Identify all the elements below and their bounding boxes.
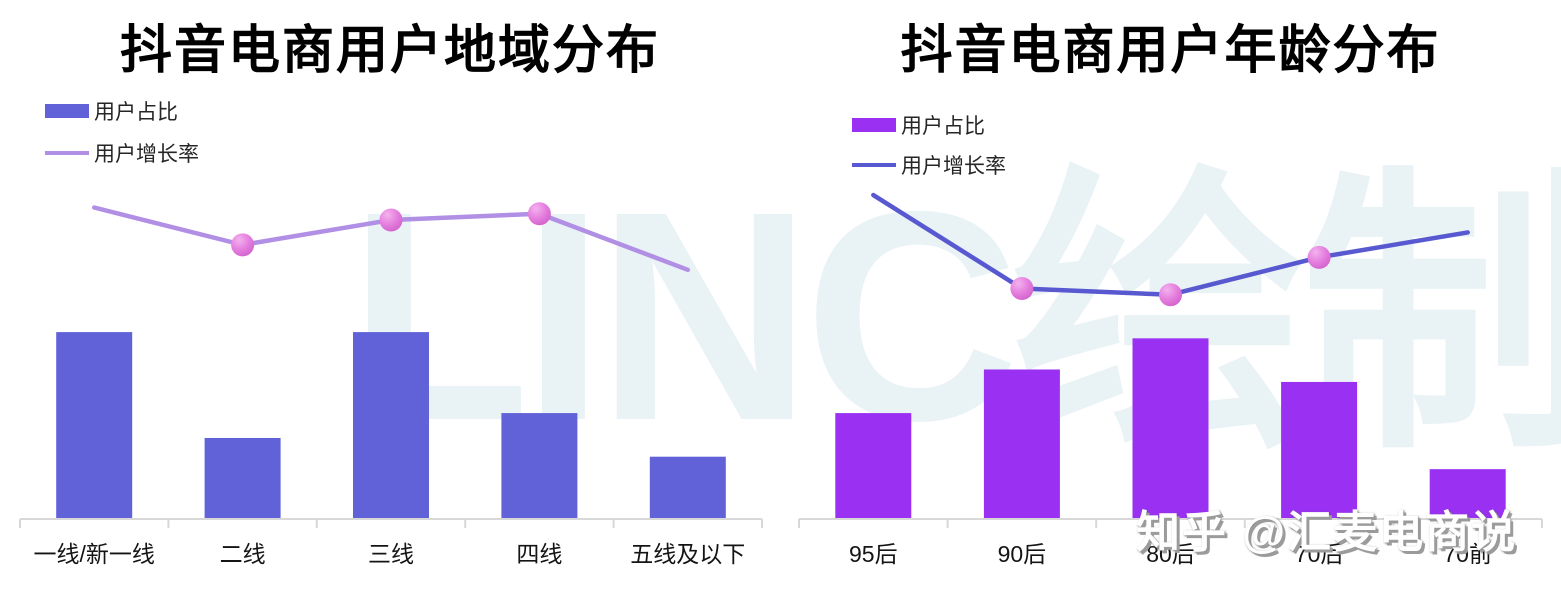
line-marker	[527, 202, 551, 226]
line-series-swatch	[45, 151, 89, 155]
line-series-swatch	[852, 163, 896, 167]
line-marker	[1307, 245, 1331, 269]
bar	[204, 438, 281, 519]
left-legend-bar-row: 用户占比	[45, 99, 178, 124]
legend-label: 用户占比	[94, 101, 178, 124]
right-legend-line-row: 用户增长率	[852, 153, 1006, 178]
x-axis-label: 70前	[1443, 541, 1492, 567]
line-marker	[379, 208, 403, 232]
left-legend-line-row: 用户增长率	[45, 141, 199, 166]
bar-series-swatch	[45, 104, 89, 118]
watermark-zhihu: 知乎 @汇麦电商说	[1136, 508, 1518, 557]
x-axis-label: 五线及以下	[630, 541, 746, 567]
bar	[835, 413, 912, 519]
legend-label: 用户占比	[901, 115, 985, 138]
bar	[649, 456, 726, 519]
line-marker	[231, 233, 255, 257]
legend-label: 用户增长率	[94, 143, 199, 166]
bar	[1281, 381, 1358, 519]
bar	[983, 369, 1060, 519]
bar	[1429, 469, 1506, 519]
bar	[56, 332, 133, 519]
x-axis-label: 70后	[1294, 541, 1344, 567]
bar-series-swatch	[852, 118, 896, 132]
x-axis-label: 三线	[368, 541, 414, 567]
x-axis-label: 二线	[219, 541, 266, 567]
x-axis-label: 一线/新一线	[33, 541, 155, 567]
bar	[1132, 338, 1209, 519]
x-axis-label: 90后	[997, 541, 1047, 567]
x-axis-label: 80后	[1146, 541, 1195, 567]
line-marker	[1159, 283, 1182, 307]
bar	[353, 332, 429, 519]
x-axis-label: 四线	[516, 541, 563, 567]
left-chart-title: 抖音电商用户地域分布	[119, 22, 660, 80]
growth-line	[871, 192, 1470, 297]
right-chart-title: 抖音电商用户年龄分布	[900, 22, 1441, 80]
x-axis-label: 95后	[849, 541, 898, 567]
line-marker	[1010, 276, 1034, 300]
bar	[501, 413, 578, 519]
right-legend-bar-row: 用户占比	[852, 113, 985, 138]
legend-label: 用户增长率	[901, 155, 1006, 178]
